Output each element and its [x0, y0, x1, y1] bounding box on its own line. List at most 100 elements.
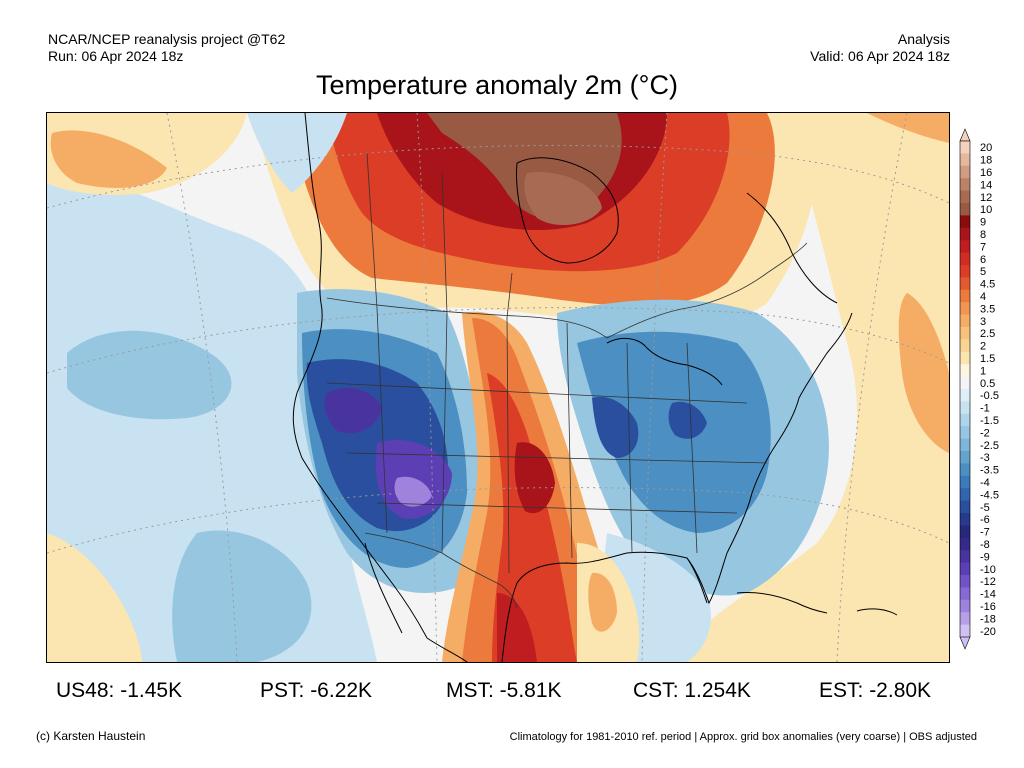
- legend-arrow-max: [959, 128, 971, 142]
- legend-tick-label: 3.5: [980, 303, 995, 315]
- legend-tick-label: 9: [980, 217, 986, 229]
- province-line: [506, 272, 513, 319]
- legend-tick-label: 4: [980, 291, 986, 303]
- legend-swatch: [960, 165, 970, 179]
- header-right: Analysis Valid: 06 Apr 2024 18z: [810, 31, 950, 65]
- state-line: [346, 452, 768, 464]
- legend-tick-label: 20: [980, 142, 992, 154]
- run-line: Run: 06 Apr 2024 18z: [48, 48, 184, 64]
- legend-swatch: [960, 376, 970, 390]
- canada-brown-dark: [524, 172, 602, 226]
- mexico-dark-red: [497, 593, 537, 662]
- legend-swatch: [960, 599, 970, 613]
- stat-separator: :: [857, 679, 870, 702]
- legend-tick-label: 2: [980, 341, 986, 353]
- legend-tick-label: -0.5: [980, 390, 999, 402]
- stat-label: EST: [819, 679, 858, 702]
- legend-tick-label: -1.5: [980, 415, 999, 427]
- legend-swatch: [960, 389, 970, 402]
- stat-mst: MST: -5.81K: [446, 679, 562, 703]
- legend-tick-label: 10: [980, 204, 992, 216]
- legend-swatch: [960, 612, 970, 625]
- legend-swatch: [960, 327, 970, 340]
- legend-swatch: [960, 240, 970, 253]
- graticule-lon-line: [166, 113, 238, 662]
- legend-tick-label: 18: [980, 155, 992, 167]
- ohio-valley-dark-blue: [592, 396, 639, 458]
- stat-separator: :: [672, 679, 685, 702]
- legend-swatch: [960, 475, 970, 489]
- credit: (c) Karsten Haustein: [36, 729, 146, 743]
- legend-tick-label: 7: [980, 241, 986, 253]
- legend-arrow-min: [959, 636, 971, 650]
- legend-tick-label: -2: [980, 427, 990, 439]
- state-line: [441, 312, 448, 554]
- source-line: NCAR/NCEP reanalysis project @T62: [48, 31, 286, 47]
- legend-tick-label: 0.5: [980, 378, 995, 390]
- legend-swatch: [960, 500, 970, 514]
- legend-swatch: [960, 587, 970, 601]
- legend-tick-label: -4: [980, 477, 990, 489]
- plains-dark-red-core: [514, 442, 555, 514]
- state-line: [686, 342, 698, 554]
- legend-swatch: [960, 314, 970, 328]
- legend-swatch: [960, 364, 970, 377]
- gulf-orange-patch: [588, 572, 617, 632]
- political-borders: [326, 152, 808, 609]
- map-title: Temperature anomaly 2m (°C): [316, 70, 678, 100]
- legend-swatch: [960, 277, 970, 291]
- stats-row: US48: -1.45K PST: -6.22K MST: -5.81K CST…: [0, 679, 1024, 705]
- legend-swatch: [960, 438, 970, 452]
- legend-tick-label: -14: [980, 589, 996, 601]
- valid-line: Valid: 06 Apr 2024 18z: [810, 48, 950, 64]
- graticule-lat-line: [47, 307, 949, 374]
- legend-tick-label: 14: [980, 179, 992, 191]
- atlantic-coastline: [726, 312, 853, 554]
- state-line: [326, 382, 748, 404]
- pacific-coastline: [292, 113, 428, 639]
- stat-value: -6.22K: [310, 679, 373, 702]
- legend-tick-label: 1: [980, 365, 986, 377]
- legend-swatch: [960, 215, 970, 229]
- graticule: [47, 113, 949, 662]
- legend-tick-label: 3: [980, 316, 986, 328]
- legend-tick-label: -1: [980, 403, 990, 415]
- mexico-west-coastline: [426, 637, 468, 662]
- legend-swatch: [960, 351, 970, 365]
- anomaly-map: [46, 112, 950, 663]
- legend-swatch: [960, 265, 970, 278]
- legend-tick-label: 16: [980, 167, 992, 179]
- state-line: [376, 307, 388, 534]
- legend-swatch: [960, 153, 970, 167]
- stat-label: PST: [260, 679, 299, 702]
- stat-label: US48: [56, 679, 109, 702]
- header-left: NCAR/NCEP reanalysis project @T62 Run: 0…: [48, 31, 285, 65]
- legend-swatch: [960, 624, 970, 638]
- legend-tick-label: 5: [980, 266, 986, 278]
- stat-separator: :: [298, 679, 311, 702]
- legend-swatch: [960, 190, 970, 204]
- legend-swatch: [960, 463, 970, 477]
- atlantic-warm-core: [898, 293, 949, 453]
- great-lakes-outline: [606, 337, 723, 386]
- coastlines: [292, 113, 898, 662]
- legend-swatch: [960, 426, 970, 439]
- graticule-lat-line: [47, 144, 949, 209]
- florida-coastline: [686, 552, 728, 605]
- legend-swatch: [960, 413, 970, 427]
- legend-swatch: [960, 203, 970, 216]
- legend-tick-label: 6: [980, 254, 986, 266]
- legend-svg: 201816141210987654.543.532.521.510.5-0.5…: [959, 128, 999, 650]
- legend-tick-label: 4.5: [980, 279, 995, 291]
- legend-swatch: [960, 339, 970, 353]
- legend-tick-label: 12: [980, 192, 992, 204]
- legend-swatch: [960, 562, 970, 576]
- hudson-bay-coastline: [516, 157, 619, 264]
- stat-value: -5.81K: [499, 679, 562, 702]
- legend-swatch: [960, 401, 970, 415]
- legend-swatch: [960, 488, 970, 501]
- legend-tick-label: 2.5: [980, 328, 995, 340]
- state-line: [376, 502, 738, 514]
- legend-swatch: [960, 289, 970, 303]
- legend-swatch: [960, 513, 970, 526]
